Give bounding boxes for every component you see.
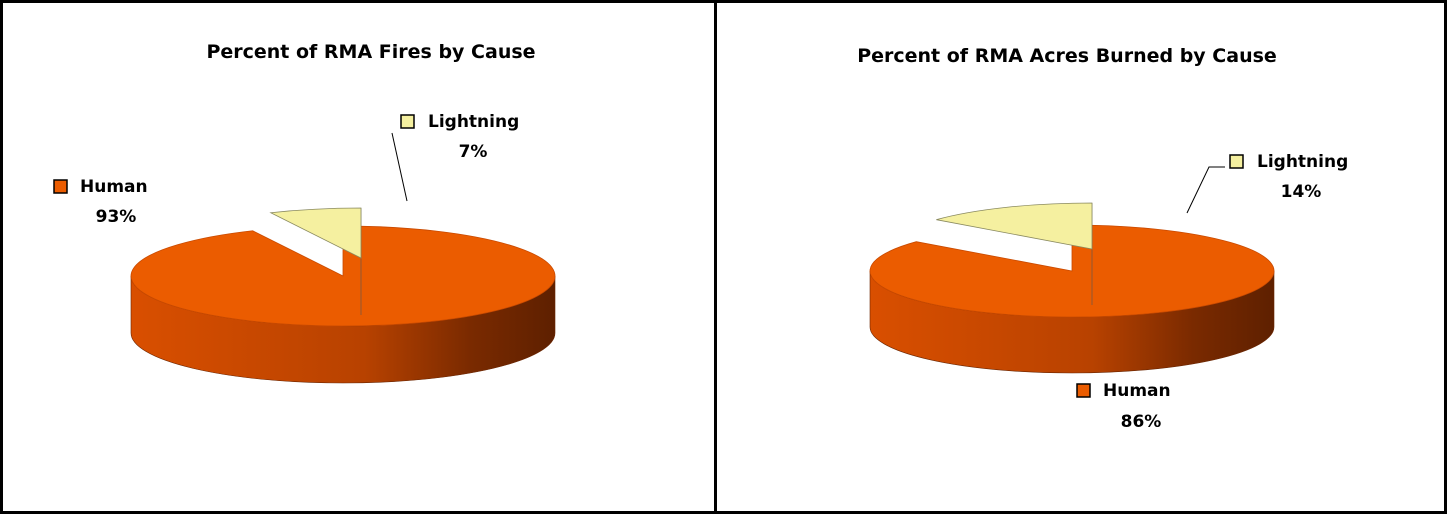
legend-swatch-lightning — [400, 114, 415, 129]
leader-line-lightning — [391, 132, 408, 202]
data-label-lightning: 14% — [1281, 182, 1322, 202]
data-label-lightning: 7% — [459, 142, 488, 162]
pie-slice-human-top — [130, 225, 556, 327]
legend-label-lightning: Lightning — [428, 112, 519, 132]
chart-title: Percent of RMA Acres Burned by Cause — [857, 45, 1277, 67]
legend-label-human: Human — [1103, 381, 1171, 401]
pie-chart-acres: Percent of RMA Acres Burned by Cause Lig… — [857, 45, 1348, 432]
pie-slices — [130, 207, 556, 384]
pie-slice-human — [130, 225, 556, 384]
pie-slice-lightning-top — [269, 207, 362, 259]
pie-slice-lightning — [936, 202, 1093, 305]
data-label-human: 93% — [96, 207, 137, 227]
pie-slice-human — [869, 224, 1275, 374]
pie-slices — [869, 202, 1275, 374]
legend-swatch-human — [1076, 383, 1091, 398]
chart-panel-acres: Percent of RMA Acres Burned by Cause Lig… — [714, 0, 1447, 514]
legend-swatch-human — [53, 179, 68, 194]
chart-title: Percent of RMA Fires by Cause — [206, 41, 535, 63]
pie-slice-lightning-top — [936, 202, 1093, 250]
legend-swatch-lightning — [1229, 154, 1244, 169]
leader-line-lightning — [1186, 166, 1225, 214]
legend-label-lightning: Lightning — [1257, 152, 1348, 172]
pie-slice-human-top — [869, 224, 1275, 318]
chart-panel-fires: Percent of RMA Fires by Cause Lightning … — [0, 0, 717, 514]
data-label-human: 86% — [1121, 412, 1162, 432]
pie-chart-fires: Percent of RMA Fires by Cause Lightning … — [53, 41, 556, 384]
legend-label-human: Human — [80, 177, 148, 197]
pie-slice-lightning — [269, 207, 362, 315]
